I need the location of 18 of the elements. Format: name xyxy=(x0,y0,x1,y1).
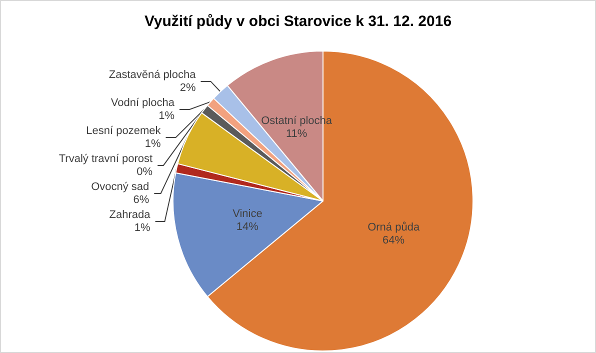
slice-label: Zahrada xyxy=(109,208,152,221)
category-label: Trvalý travní porost xyxy=(58,152,153,165)
slice-label: Vodní plocha xyxy=(110,96,176,109)
slice-label: Vinice xyxy=(232,208,262,220)
slice-label: Zastavěná plocha xyxy=(108,68,197,81)
data-label: 2% xyxy=(180,82,196,94)
data-label: 1% xyxy=(134,222,150,234)
data-label: 1% xyxy=(158,110,175,122)
data-label: 6% xyxy=(133,194,150,206)
slice-label: Ovocný sad xyxy=(91,180,150,193)
chart-title: Využití půdy v obci Starovice k 31. 12. 2016 xyxy=(144,13,452,30)
slice-label: Orná půda xyxy=(368,222,420,234)
data-label: 14% xyxy=(236,220,259,233)
text: 0% xyxy=(136,166,153,178)
data-label: 11% xyxy=(286,128,308,140)
data-label: 1% xyxy=(144,138,161,150)
data-label: 64% xyxy=(382,234,405,247)
slice-label: Lesní pozemek xyxy=(86,124,162,137)
